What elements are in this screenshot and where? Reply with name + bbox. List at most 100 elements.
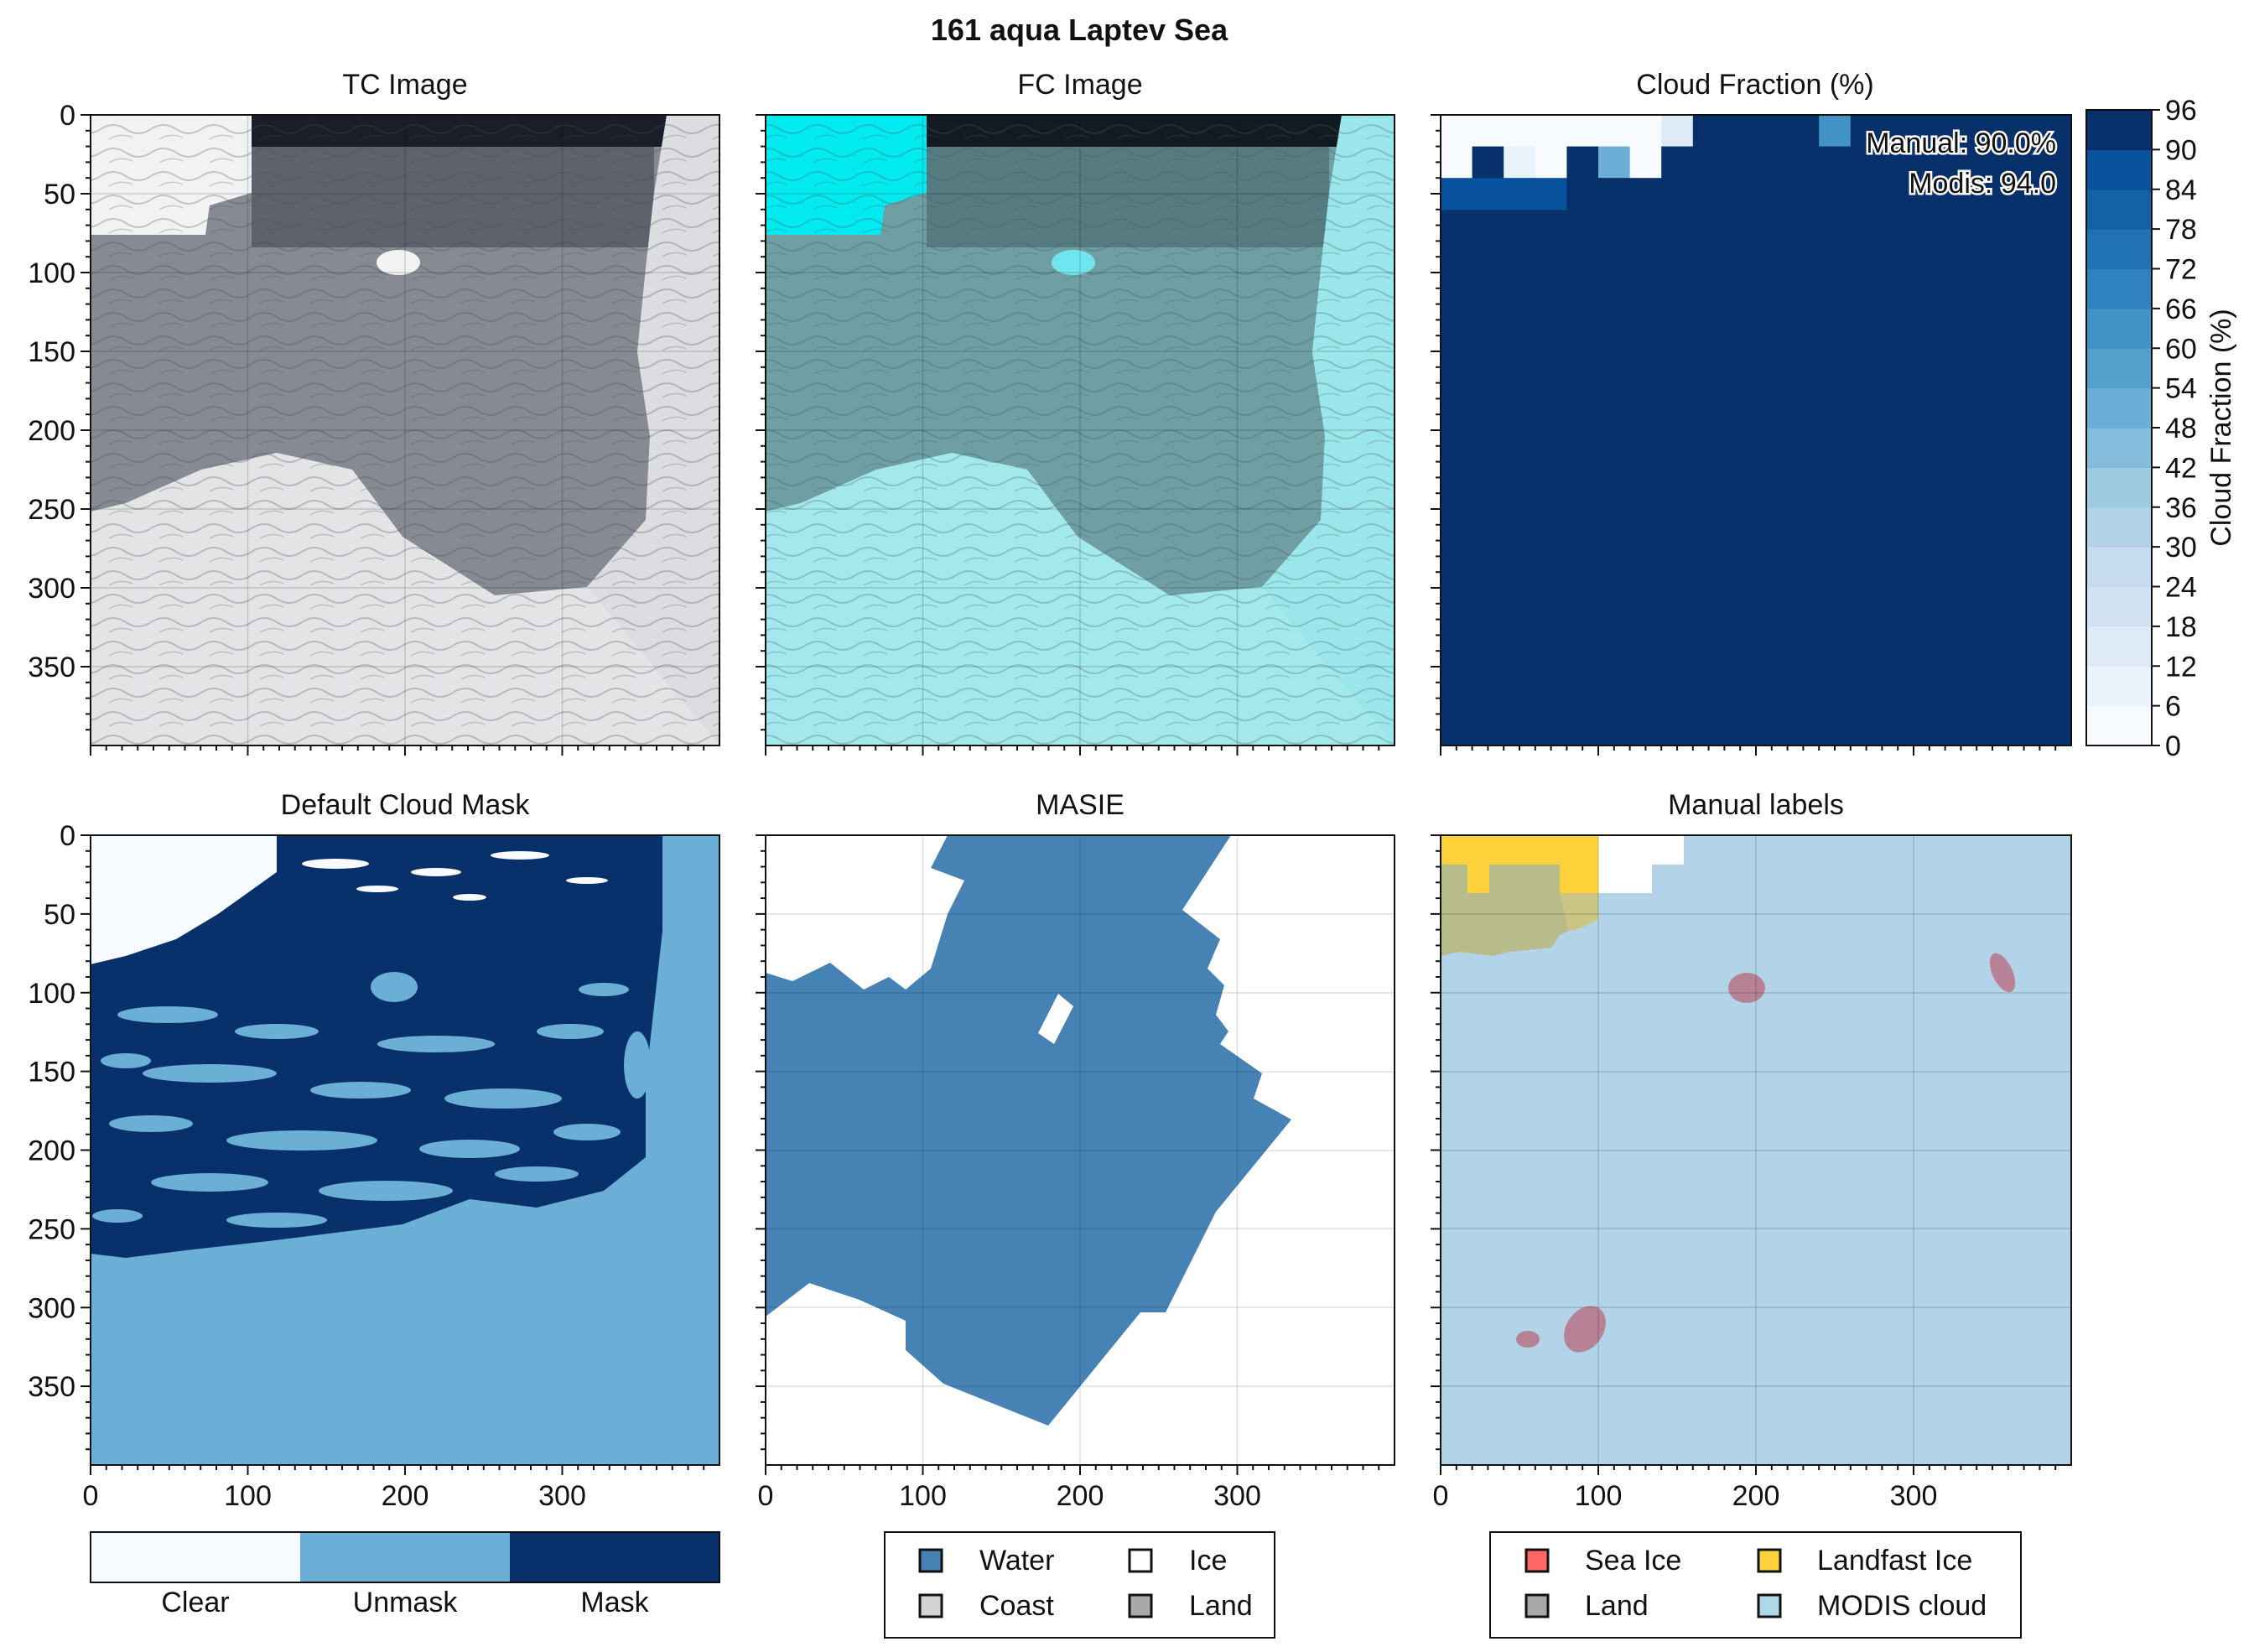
masie-legend-label-land: Land xyxy=(1189,1590,1253,1622)
colorbar-tick-label: 42 xyxy=(2165,452,2197,484)
cloud-fraction-cell xyxy=(1504,115,1536,148)
fc-image-x-ticks xyxy=(765,745,1380,756)
cloud-fraction-cell xyxy=(1756,115,1789,148)
y-tick-label: 200 xyxy=(28,1135,75,1167)
cloud-fraction-cell xyxy=(2039,115,2072,148)
masie-legend: Water Ice Coast Land xyxy=(884,1531,1275,1639)
colorbar-cell xyxy=(2086,268,2152,309)
colorbar-tick-label: 30 xyxy=(2165,532,2197,564)
colorbar-cell xyxy=(2086,308,2152,349)
y-tick-label: 350 xyxy=(28,652,75,683)
colorbar-ticks: 0 6 12 18 24 30 36 42 48 54 60 66 72 78 84 90 96 xyxy=(2152,95,2197,762)
tc-image-raster xyxy=(91,115,719,745)
x-tick-label: 100 xyxy=(899,1480,947,1512)
manual-legend-box xyxy=(1489,1531,2022,1639)
figure-title: 161 aqua Laptev Sea xyxy=(931,13,1228,47)
cloud-fraction-cell xyxy=(1756,178,1789,210)
cloud-fraction-cell xyxy=(1787,146,1820,179)
x-tick-label: 0 xyxy=(1433,1480,1449,1512)
masie-ice-hole xyxy=(1038,994,1073,1044)
colorbar-cells xyxy=(2086,110,2152,746)
cf-annot-manual: Manual: 90.0% xyxy=(1866,127,2056,159)
masie-panel: MASIE 0 100 200 300 Water Ice Coast Land xyxy=(756,789,1395,1639)
y-tick-label: 0 xyxy=(60,100,75,132)
x-tick-label: 200 xyxy=(1057,1480,1104,1512)
masie-legend-swatch-ice xyxy=(1128,1548,1153,1573)
colorbar-tick-label: 24 xyxy=(2165,572,2197,604)
cloud-fraction-title: Cloud Fraction (%) xyxy=(1636,69,1873,101)
x-tick-label: 300 xyxy=(538,1480,586,1512)
colorbar-cell xyxy=(2086,348,2152,389)
cloud-fraction-cell xyxy=(1819,146,1852,179)
mask-legend-label-unmask: Unmask xyxy=(353,1587,459,1618)
colorbar-tick-label: 12 xyxy=(2165,651,2197,683)
cloud-fraction-cell xyxy=(1598,115,1631,148)
cloud-fraction-cell xyxy=(2007,115,2040,148)
colorbar-tick-label: 72 xyxy=(2165,254,2197,286)
mask-unmask-patches xyxy=(92,972,651,1234)
y-tick-label: 100 xyxy=(28,257,75,289)
masie-legend-swatch-land xyxy=(1128,1593,1153,1618)
fc-image-panel: FC Image xyxy=(756,69,1395,756)
cloud-fraction-cells xyxy=(1441,115,2072,210)
colorbar-tick-label: 78 xyxy=(2165,214,2197,246)
colorbar-tick-label: 36 xyxy=(2165,492,2197,524)
fc-image-y-ticks xyxy=(756,114,766,731)
manual-labels-panel: Manual labels 0 100 200 300 xyxy=(1431,789,2072,1639)
masie-grid xyxy=(766,835,1395,1465)
fc-image-grid xyxy=(766,115,1395,745)
colorbar-cell xyxy=(2086,705,2152,746)
colorbar-tick-label: 84 xyxy=(2165,174,2197,206)
cloud-fraction-cell xyxy=(1692,146,1725,179)
colorbar-tick-label: 96 xyxy=(2165,95,2197,127)
cloud-fraction-cell xyxy=(2039,146,2072,179)
cloud-fraction-cell xyxy=(1598,178,1631,210)
x-tick-label: 200 xyxy=(382,1480,429,1512)
cloud-fraction-cell xyxy=(1850,115,1883,148)
manual-legend-label-sea-ice: Sea Ice xyxy=(1585,1545,1681,1577)
manual-labels-x-axis: 0 100 200 300 xyxy=(1433,1465,2057,1512)
cloud-fraction-x-ticks xyxy=(1440,745,2057,756)
colorbar-tick-label: 66 xyxy=(2165,294,2197,325)
cloud-fraction-cell xyxy=(1598,146,1631,179)
default-cloud-mask-y-axis: 0 50 100 150 200 250 300 350 xyxy=(28,820,91,1451)
default-cloud-mask-title: Default Cloud Mask xyxy=(281,789,531,821)
cloud-fraction-cell xyxy=(1566,115,1599,148)
cloud-fraction-cell xyxy=(1724,178,1757,210)
cloud-fraction-panel: Cloud Fraction (%) Manual: 90.0% Modis: … xyxy=(1431,69,2237,762)
cloud-fraction-cell xyxy=(1945,178,1977,210)
cloud-fraction-cell xyxy=(1819,178,1852,210)
x-tick-label: 300 xyxy=(1890,1480,1938,1512)
masie-water-region xyxy=(766,835,1291,1426)
y-tick-label: 250 xyxy=(28,1213,75,1245)
tc-image-y-axis: 0 50 100 150 200 250 300 350 xyxy=(28,100,91,731)
x-tick-label: 0 xyxy=(758,1480,774,1512)
colorbar-cell xyxy=(2086,229,2152,270)
masie-x-axis: 0 100 200 300 xyxy=(758,1465,1380,1512)
cloud-fraction-cell xyxy=(1692,178,1725,210)
cloud-fraction-cell xyxy=(2007,178,2040,210)
cloud-fraction-cell xyxy=(1976,115,2009,148)
colorbar-cell xyxy=(2086,666,2152,707)
cloud-fraction-cell xyxy=(1850,146,1883,179)
manual-labels-grid xyxy=(1441,835,2071,1465)
cloud-fraction-cell xyxy=(1472,115,1504,148)
x-tick-label: 0 xyxy=(83,1480,99,1512)
cloud-fraction-cell xyxy=(1504,146,1536,179)
colorbar-cell xyxy=(2086,467,2152,508)
default-cloud-mask-panel: Default Cloud Mask 0 50 100 150 200 250 300 350 xyxy=(28,789,720,1618)
cloud-fraction-cell xyxy=(1661,178,1694,210)
cloud-fraction-cell xyxy=(1882,115,1914,148)
masie-legend-swatch-coast xyxy=(918,1593,943,1618)
tc-image-x-ticks xyxy=(90,745,705,756)
colorbar-cell xyxy=(2086,149,2152,190)
x-tick-label: 300 xyxy=(1213,1480,1261,1512)
cloud-fraction-cell xyxy=(1535,146,1567,179)
colorbar-cell xyxy=(2086,547,2152,588)
manual-legend-label-modis-cloud: MODIS cloud xyxy=(1817,1590,1987,1622)
cloud-fraction-cell xyxy=(1661,115,1694,148)
cloud-fraction-cell xyxy=(1945,115,1977,148)
cloud-fraction-cell xyxy=(2039,178,2072,210)
colorbar-cell xyxy=(2086,189,2152,230)
cloud-fraction-cell xyxy=(1914,178,1946,210)
